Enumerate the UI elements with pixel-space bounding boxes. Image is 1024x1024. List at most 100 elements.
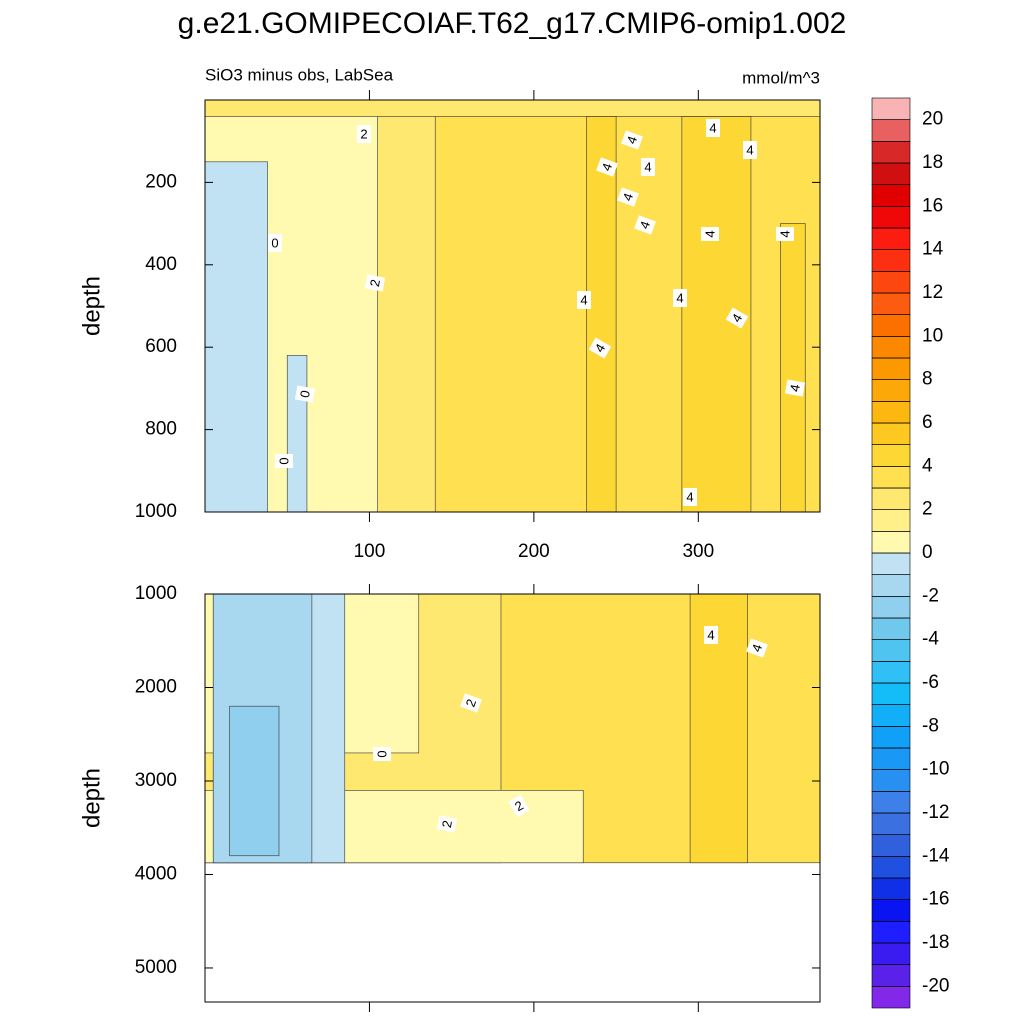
colorbar-box — [871, 119, 911, 142]
contour-label-text: 2 — [367, 278, 383, 288]
contour-label-box — [673, 289, 687, 307]
colorbar-box — [871, 97, 911, 120]
contour-label: 2 — [508, 794, 530, 818]
contour-label-box — [706, 119, 720, 137]
contour-label: 4 — [706, 119, 720, 137]
contour-label: 0 — [294, 385, 316, 403]
colorbar-label: -4 — [922, 629, 939, 650]
contour-label: 0 — [373, 747, 391, 761]
colorbar-box — [871, 877, 911, 900]
contour-label-box — [268, 234, 282, 252]
contour-region — [689, 593, 748, 864]
colorbar-box — [871, 162, 911, 185]
contour-region — [286, 355, 308, 513]
colorbar-label: -2 — [922, 585, 939, 606]
contour-label-text: 4 — [644, 159, 651, 174]
contour-label-text: 2 — [360, 126, 367, 141]
colorbar-box — [871, 942, 911, 965]
colorbar-label: -18 — [922, 932, 949, 953]
contour-label-text: 0 — [374, 750, 389, 757]
y-tick-label: 2000 — [135, 677, 177, 698]
contour-label-text: 4 — [676, 290, 683, 305]
contour-label-text: 0 — [271, 235, 278, 250]
contour-label: 4 — [641, 158, 655, 176]
contour-label-box — [617, 187, 639, 207]
x-tick-label: 200 — [518, 541, 550, 562]
contour-label-text: 2 — [439, 819, 455, 829]
colorbar-box — [871, 704, 911, 727]
subtitle-left: SiO3 minus obs, LabSea — [205, 65, 394, 84]
y-axis-label: depth — [78, 768, 105, 828]
colorbar-label: -10 — [922, 759, 949, 780]
contour-label: 4 — [588, 337, 612, 359]
colorbar-box — [871, 336, 911, 359]
colorbar-label: -14 — [922, 845, 950, 866]
colorbar-box — [871, 487, 911, 510]
y-tick-label: 3000 — [135, 770, 177, 791]
contour-label-text: 4 — [624, 134, 641, 146]
colorbar-label: 4 — [922, 455, 933, 476]
contour-label-box — [275, 454, 293, 468]
y-tick-label: 1000 — [135, 583, 177, 604]
colorbar-box — [871, 964, 911, 987]
contour-region — [204, 99, 821, 117]
colorbar-box — [871, 726, 911, 749]
contour-region — [229, 705, 280, 857]
contour-label-text: 4 — [599, 161, 616, 173]
contour-label-box — [294, 385, 316, 403]
contour-label: 4 — [621, 130, 643, 150]
contour-label-box — [364, 274, 386, 292]
contour-label-text: 4 — [580, 292, 587, 307]
contour-label-box — [701, 227, 719, 241]
colorbar-box — [871, 531, 911, 554]
y-tick-label: 400 — [145, 254, 177, 275]
colorbar-label: 14 — [922, 239, 944, 260]
contour-label-box — [634, 215, 656, 235]
colorbar-box — [871, 271, 911, 294]
contour-label: 4 — [776, 227, 794, 241]
contour-label: 2 — [436, 815, 458, 833]
contour-label: 2 — [460, 693, 482, 713]
colorbar-label: 8 — [922, 369, 933, 390]
colorbar-box — [871, 357, 911, 380]
contour-label-text: 2 — [463, 697, 480, 709]
contour-label-text: 4 — [637, 219, 654, 231]
subtitle-right: mmol/m^3 — [742, 68, 820, 87]
colorbar-box — [871, 661, 911, 684]
contour-label-box — [357, 125, 371, 143]
colorbar-box — [871, 552, 911, 575]
contour-label-text: 4 — [749, 642, 766, 654]
contour-label-box — [683, 488, 697, 506]
colorbar-box — [871, 249, 911, 272]
contour-label: 4 — [743, 141, 757, 159]
contour-label: 2 — [364, 274, 386, 292]
colorbar-box — [871, 834, 911, 857]
y-tick-label: 800 — [145, 419, 177, 440]
colorbar-box — [871, 466, 911, 489]
colorbar-label: -12 — [922, 802, 949, 823]
contour-region — [780, 223, 806, 513]
contour-label: 4 — [701, 227, 719, 241]
x-tick-label: 100 — [354, 541, 386, 562]
contour-label-box — [588, 337, 612, 359]
contour-label: 4 — [683, 488, 697, 506]
contour-label: 4 — [596, 157, 618, 177]
y-tick-label: 1000 — [135, 501, 177, 522]
contour-label: 4 — [725, 307, 749, 329]
x-tick-label: 300 — [682, 541, 714, 562]
plot-frame — [204, 99, 821, 513]
colorbar-box — [871, 314, 911, 337]
colorbar-box — [871, 617, 911, 640]
colorbar-box — [871, 422, 911, 445]
colorbar-box — [871, 769, 911, 792]
contour-label-box — [596, 157, 618, 177]
chart-title: g.e21.GOMIPECOIAF.T62_g17.CMIP6-omip1.00… — [178, 7, 847, 40]
contour-label-text: 4 — [702, 230, 717, 237]
contour-label-box — [776, 227, 794, 241]
contour-label: 4 — [577, 291, 591, 309]
colorbar-label: -20 — [922, 975, 949, 996]
contour-label: 4 — [617, 187, 639, 207]
colorbar-box — [871, 596, 911, 619]
contour-label: 4 — [704, 626, 718, 644]
